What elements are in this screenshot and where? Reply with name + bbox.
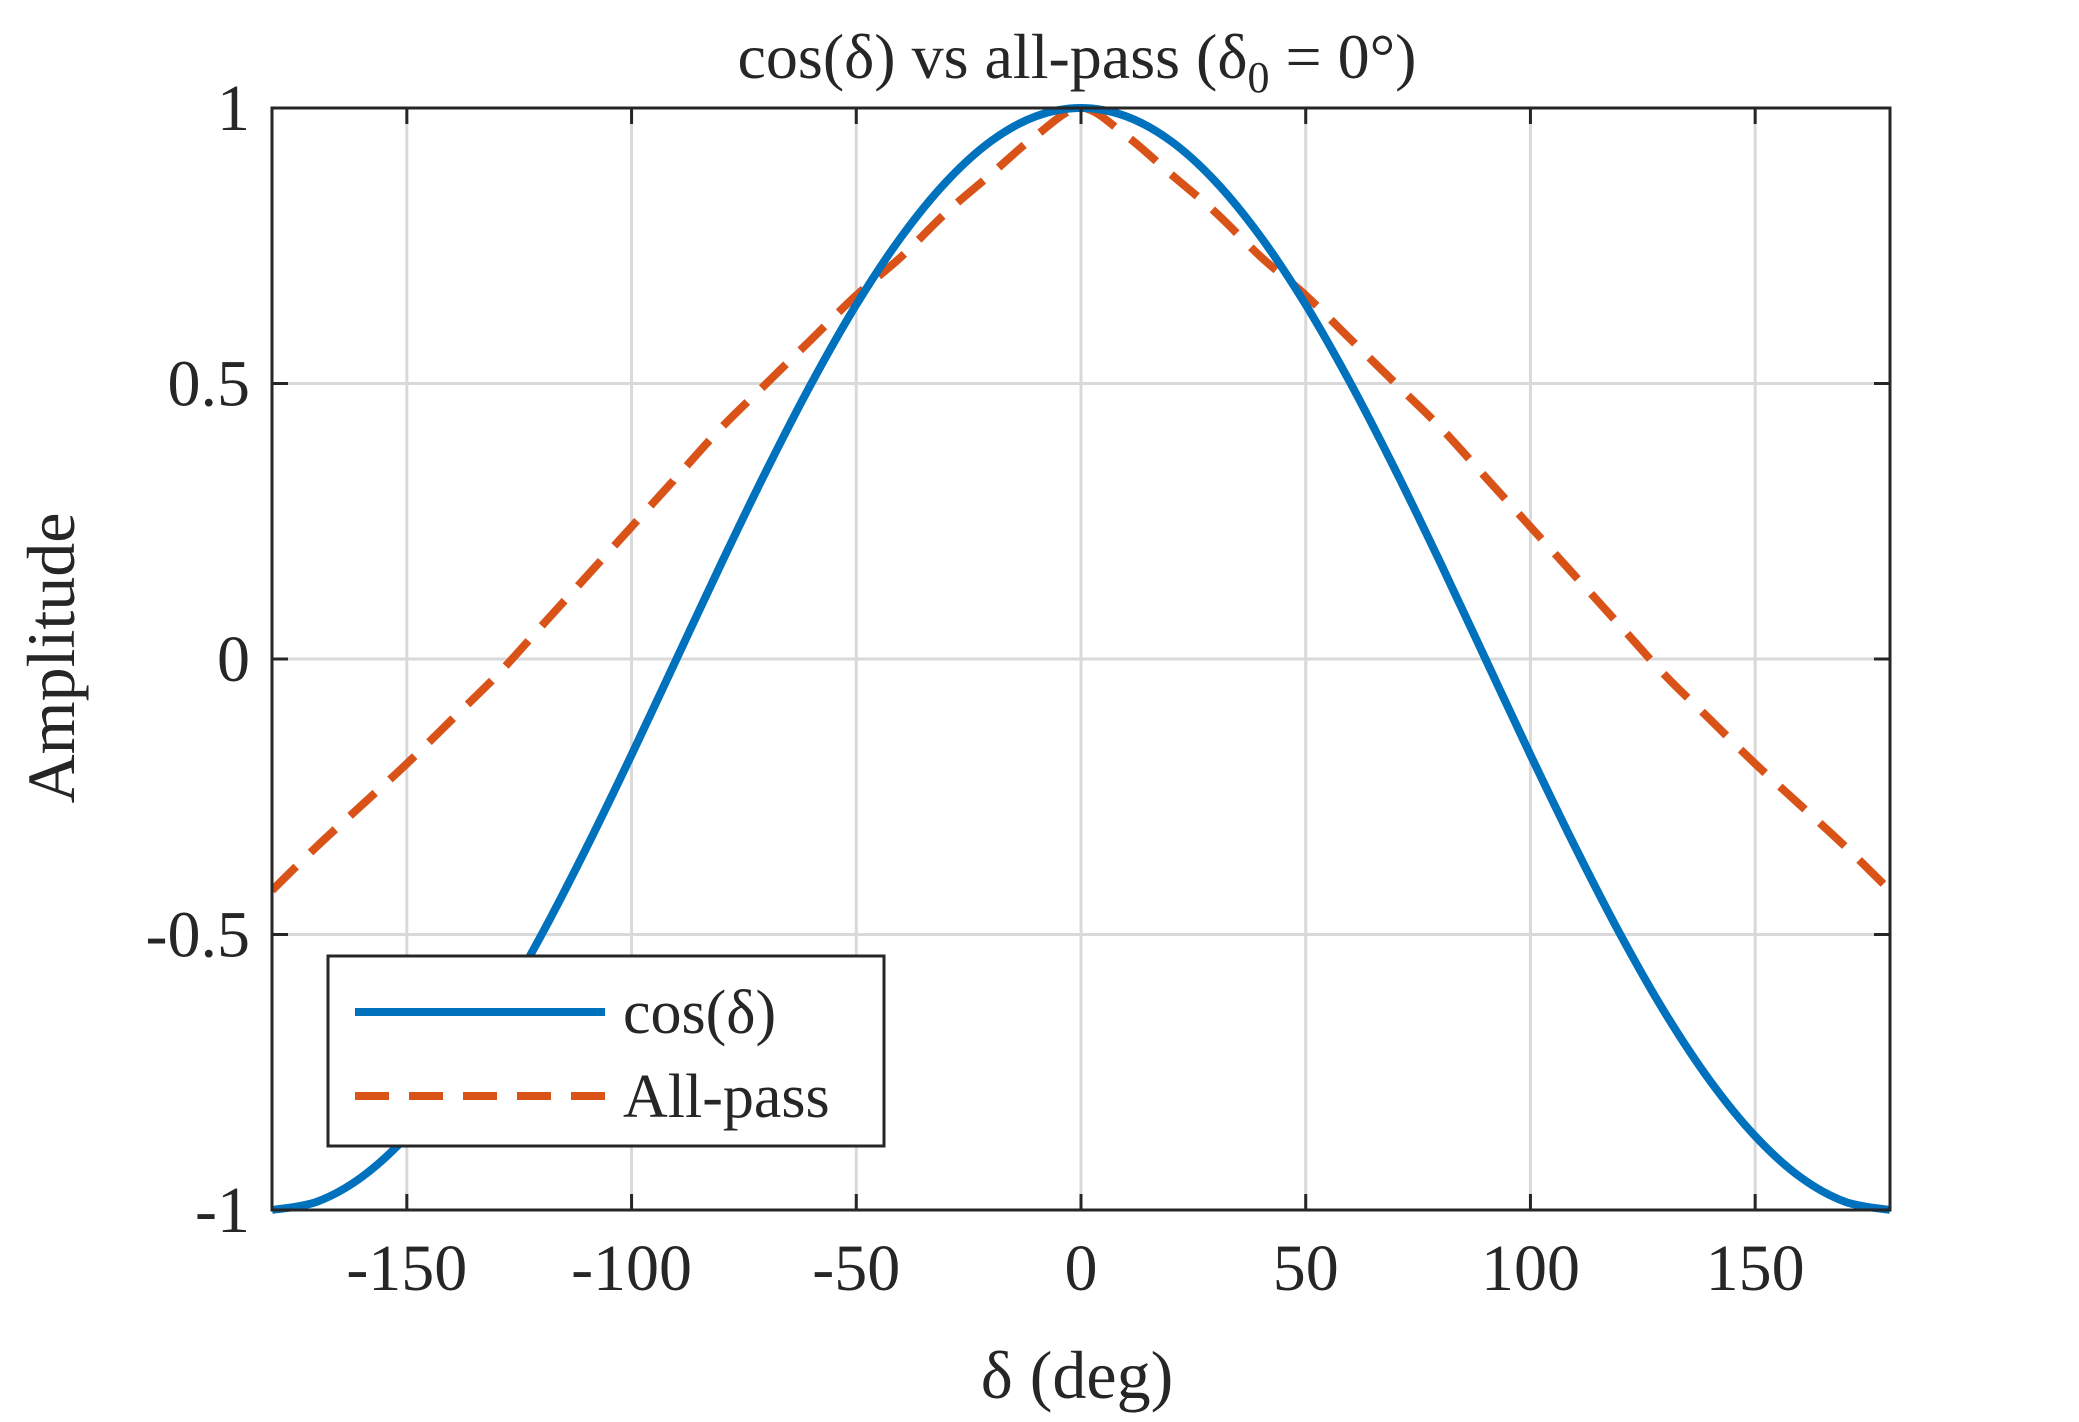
x-tick-label-5: 100	[1481, 1232, 1580, 1305]
legend: cos(δ) All-pass	[326, 954, 886, 1148]
chart-title-main: cos(δ) vs all-pass (δ	[738, 21, 1248, 92]
chart-title: cos(δ) vs all-pass (δ0 = 0°)	[738, 21, 1417, 102]
x-tick-label-0: -150	[346, 1232, 467, 1305]
x-tick-label-2: -50	[812, 1232, 900, 1305]
axes	[270, 106, 1892, 1212]
y-tick-label-0: -1	[195, 1174, 250, 1247]
tick-labels: -150 -100 -50 0 50 100 150 -1 -0.5 0 0.5 1	[146, 72, 1805, 1305]
y-tick-label-4: 1	[217, 72, 250, 145]
chart-title-subscript: 0	[1247, 53, 1269, 102]
x-tick-label-4: 50	[1273, 1232, 1339, 1305]
legend-label-allpass: All-pass	[623, 1063, 830, 1131]
y-tick-label-1: -0.5	[146, 899, 250, 972]
chart-title-suffix: = 0°)	[1269, 21, 1416, 92]
legend-label-cos: cos(δ)	[623, 979, 776, 1047]
x-axis-label: δ (deg)	[981, 1337, 1174, 1413]
x-tick-label-6: 150	[1706, 1232, 1805, 1305]
y-axis-label: Amplitude	[13, 513, 89, 804]
y-tick-label-3: 0.5	[168, 348, 251, 421]
x-tick-label-3: 0	[1065, 1232, 1098, 1305]
y-tick-label-2: 0	[217, 623, 250, 696]
legend-box	[326, 954, 886, 1148]
x-tick-label-1: -100	[571, 1232, 692, 1305]
